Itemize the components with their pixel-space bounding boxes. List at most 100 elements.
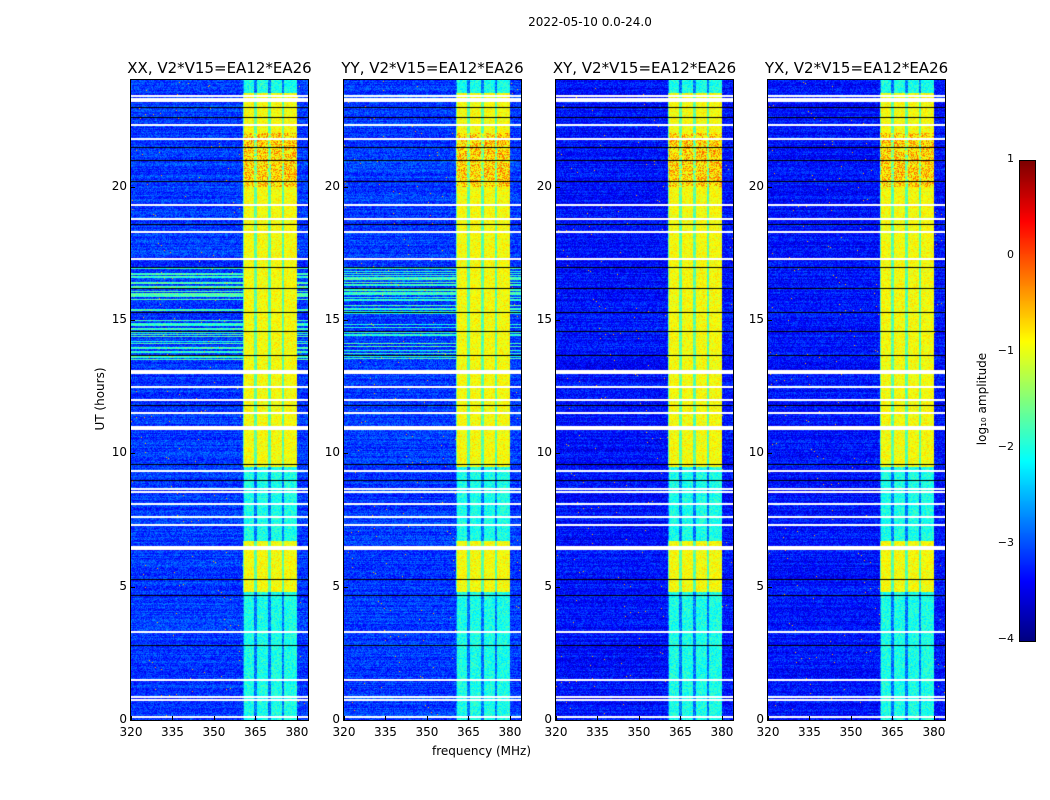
x-tick-label: 365 [244, 725, 267, 739]
colorbar-label: log₁₀ amplitude [975, 352, 989, 446]
y-tick-mark [556, 720, 560, 721]
heatmap-cells [768, 80, 945, 720]
y-tick-mark [768, 720, 772, 721]
y-tick-mark [131, 320, 135, 321]
panel-title: YY, V2*V15=EA12*EA26 [341, 59, 524, 77]
x-tick-mark [255, 716, 257, 720]
x-tick-mark [556, 716, 557, 720]
x-tick-mark [850, 716, 852, 720]
y-tick-label: 15 [111, 312, 127, 326]
y-tick-label: 20 [324, 178, 340, 193]
x-tick-mark [809, 716, 811, 720]
y-tick-label: 0 [332, 712, 340, 726]
x-tick-label: 320 [119, 725, 143, 739]
y-tick-mark [344, 186, 348, 188]
x-tick-mark [344, 716, 345, 720]
x-tick-label: 380 [498, 725, 522, 739]
x-tick-mark [172, 716, 174, 720]
panel-title: YX, V2*V15=EA12*EA26 [764, 59, 949, 77]
y-tick-label: 5 [119, 578, 127, 593]
y-tick-mark [344, 320, 348, 321]
x-tick-label: 350 [415, 725, 439, 739]
x-tick-mark [426, 716, 428, 720]
y-tick-label: 20 [536, 178, 552, 193]
colorbar-tick-label: −3 [997, 536, 1014, 549]
y-tick-mark [556, 320, 560, 321]
y-axis-label: UT (hours) [93, 367, 107, 431]
colorbar-tick-label: 1 [1007, 152, 1014, 165]
y-tick-mark [768, 453, 772, 455]
y-tick-label: 15 [324, 312, 340, 326]
x-tick-label: 335 [374, 725, 397, 739]
y-tick-mark [556, 453, 560, 455]
x-tick-mark [597, 716, 599, 720]
x-tick-label: 365 [669, 725, 692, 739]
x-tick-mark [721, 716, 723, 720]
y-tick-label: 0 [756, 712, 764, 726]
y-tick-label: 10 [748, 445, 764, 460]
colorbar-tick-label: −4 [997, 632, 1014, 645]
x-axis-label: frequency (MHz) [432, 744, 532, 758]
x-tick-label: 335 [798, 725, 821, 739]
y-tick-mark [556, 186, 560, 188]
y-tick-label: 5 [332, 578, 340, 593]
y-tick-mark [131, 186, 135, 188]
y-tick-label: 20 [748, 178, 764, 193]
heatmap-cells [556, 80, 733, 720]
y-tick-label: 15 [536, 312, 552, 326]
y-tick-mark [768, 320, 772, 321]
x-tick-mark [892, 716, 894, 720]
y-tick-label: 5 [544, 578, 552, 593]
y-tick-label: 10 [324, 445, 340, 460]
x-tick-label: 320 [756, 725, 780, 739]
y-tick-label: 10 [536, 445, 552, 460]
y-tick-label: 0 [119, 712, 127, 726]
x-tick-label: 335 [586, 725, 609, 739]
y-tick-mark [768, 586, 772, 588]
colorbar-tick-label: −2 [997, 440, 1014, 453]
spectrogram-panel-2 [343, 79, 522, 721]
colorbar-tick-label: 0 [1007, 248, 1014, 261]
x-tick-label: 335 [161, 725, 184, 739]
y-tick-mark [344, 586, 348, 588]
x-tick-mark [509, 716, 511, 720]
x-tick-label: 350 [839, 725, 863, 739]
panel-title: XX, V2*V15=EA12*EA26 [127, 59, 312, 77]
x-tick-mark [638, 716, 640, 720]
colorbar-tick-label: −1 [997, 344, 1014, 357]
x-tick-label: 365 [881, 725, 904, 739]
x-tick-label: 365 [457, 725, 480, 739]
colorbar [1019, 160, 1036, 642]
spectrogram-panel-1 [130, 79, 309, 721]
x-tick-mark [933, 716, 935, 720]
y-tick-mark [131, 586, 135, 588]
y-tick-mark [131, 720, 135, 721]
x-tick-label: 320 [332, 725, 356, 739]
x-tick-label: 380 [285, 725, 309, 739]
x-tick-mark [768, 716, 769, 720]
y-tick-mark [768, 186, 772, 188]
y-tick-mark [344, 453, 348, 455]
y-tick-label: 10 [111, 445, 127, 460]
x-tick-mark [680, 716, 682, 720]
x-tick-mark [385, 716, 387, 720]
x-tick-mark [131, 716, 132, 720]
x-tick-label: 380 [710, 725, 734, 739]
x-tick-label: 320 [544, 725, 568, 739]
y-tick-label: 5 [756, 578, 764, 593]
y-tick-mark [131, 453, 135, 455]
y-tick-label: 20 [111, 178, 127, 193]
x-tick-label: 350 [202, 725, 226, 739]
y-tick-label: 15 [748, 312, 764, 326]
heatmap-cells [131, 80, 308, 720]
panel-title: XY, V2*V15=EA12*EA26 [552, 59, 737, 77]
y-tick-mark [556, 586, 560, 588]
x-tick-label: 380 [922, 725, 946, 739]
x-tick-mark [468, 716, 470, 720]
heatmap-cells [344, 80, 521, 720]
x-tick-mark [213, 716, 215, 720]
figure-title: 2022-05-10 0.0-24.0 [528, 15, 652, 29]
y-tick-mark [344, 720, 348, 721]
y-tick-label: 0 [544, 712, 552, 726]
